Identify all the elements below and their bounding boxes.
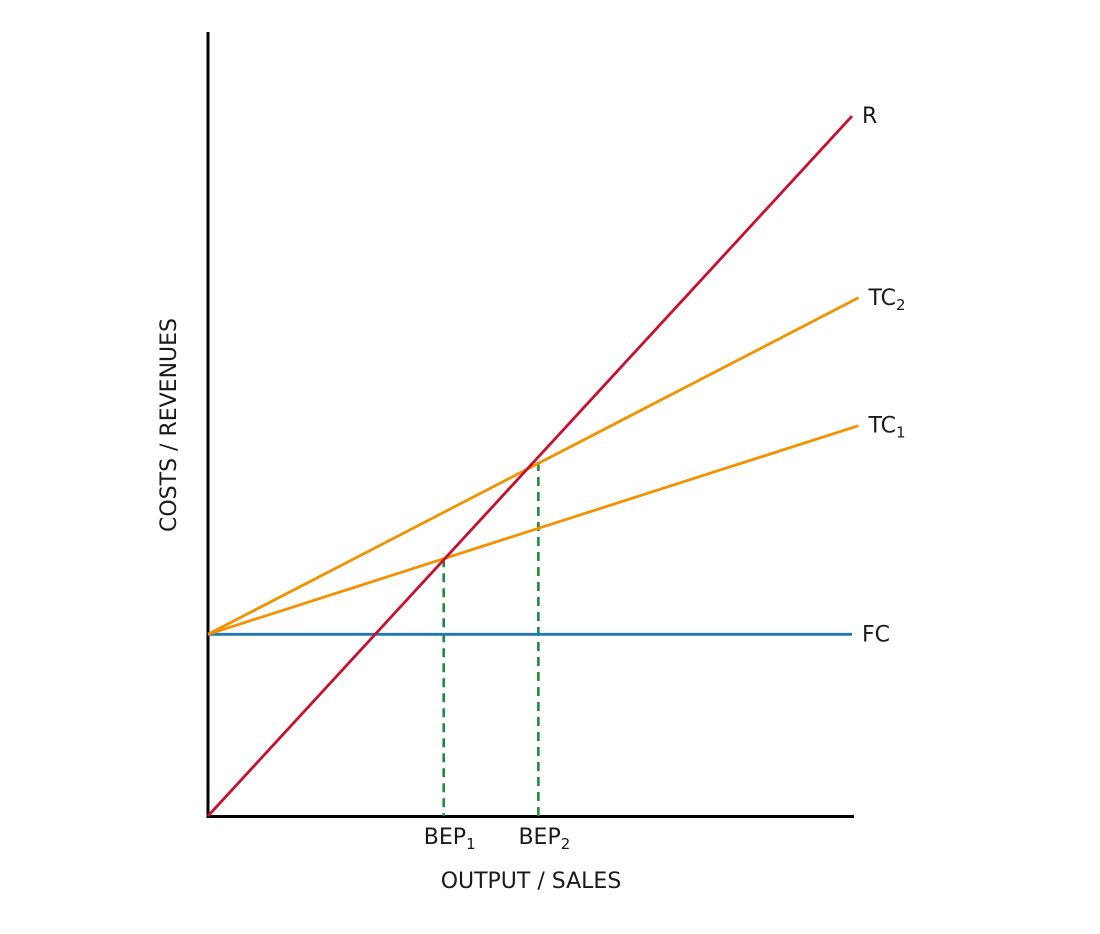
bep-label-bep2: BEP2 — [518, 825, 570, 853]
series-label-fc: FC — [862, 622, 890, 647]
line-r — [206, 115, 854, 817]
x-axis-label: OUTPUT / SALES — [441, 869, 622, 894]
y-axis-label: COSTS / REVENUES — [157, 318, 182, 532]
bep-label-bep1: BEP1 — [424, 825, 476, 853]
series-label-tc2: TC2 — [867, 286, 905, 314]
series-label-tc1: TC1 — [867, 414, 905, 442]
series-label-r: R — [862, 104, 877, 129]
break-even-guides — [442, 462, 540, 816]
series-labels: R TC2 TC1 FC — [862, 104, 906, 647]
line-tc2 — [207, 296, 860, 636]
break-even-labels: BEP1 BEP2 — [424, 825, 570, 853]
line-tc1 — [207, 424, 859, 636]
series-lines — [206, 115, 860, 817]
